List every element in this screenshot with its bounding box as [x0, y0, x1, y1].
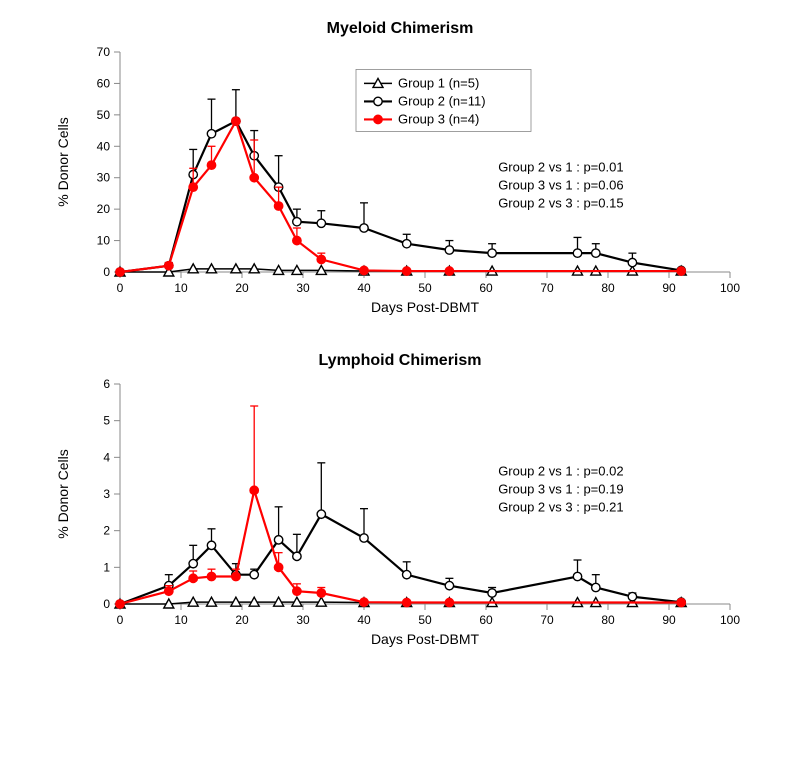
svg-text:40: 40: [357, 613, 371, 627]
svg-text:1: 1: [103, 560, 110, 574]
svg-text:30: 30: [296, 613, 310, 627]
svg-text:30: 30: [97, 171, 111, 185]
svg-text:30: 30: [296, 281, 310, 295]
svg-text:20: 20: [235, 613, 249, 627]
svg-text:70: 70: [97, 45, 111, 59]
svg-text:50: 50: [418, 281, 432, 295]
svg-text:90: 90: [662, 613, 676, 627]
chart-wrap-lymphoid: Lymphoid Chimerism0102030405060708090100…: [20, 352, 780, 654]
svg-text:60: 60: [479, 613, 493, 627]
svg-text:70: 70: [540, 613, 554, 627]
legend-item: Group 3 (n=4): [398, 111, 479, 126]
svg-text:80: 80: [601, 613, 615, 627]
chart-title: Lymphoid Chimerism: [20, 352, 780, 370]
stats-line: Group 2 vs 3 : p=0.15: [498, 195, 623, 210]
svg-text:60: 60: [479, 281, 493, 295]
stats-line: Group 3 vs 1 : p=0.06: [498, 177, 623, 192]
svg-text:70: 70: [540, 281, 554, 295]
chart-lymphoid: 0 10 20 30 40 50 60 70 80 90 100 0 1 2 3 4 5 6 Days Post-D…: [50, 374, 750, 654]
chart-wrap-myeloid: Myeloid Chimerism01020304050607080901000…: [20, 20, 780, 322]
legend-item: Group 2 (n=11): [398, 93, 486, 108]
svg-text:80: 80: [601, 281, 615, 295]
svg-text:20: 20: [235, 281, 249, 295]
y-axis-label: % Donor Cells: [55, 117, 71, 206]
svg-text:6: 6: [103, 377, 110, 391]
svg-text:90: 90: [662, 281, 676, 295]
svg-text:4: 4: [103, 450, 110, 464]
x-axis-label: Days Post-DBMT: [371, 299, 480, 315]
svg-text:40: 40: [97, 139, 111, 153]
svg-text:40: 40: [357, 281, 371, 295]
svg-text:2: 2: [103, 524, 110, 538]
chart-myeloid: 0 10 20 30 40 50 60 70 80 90 100 0 10 20 30 40 50 60 70 Day…: [50, 42, 750, 322]
svg-text:10: 10: [174, 613, 188, 627]
stats-line: Group 3 vs 1 : p=0.19: [498, 482, 623, 497]
svg-text:0: 0: [103, 265, 110, 279]
svg-text:10: 10: [97, 234, 111, 248]
stats-line: Group 2 vs 1 : p=0.02: [498, 464, 623, 479]
svg-text:10: 10: [174, 281, 188, 295]
svg-text:0: 0: [117, 281, 124, 295]
svg-text:50: 50: [97, 108, 111, 122]
stats-line: Group 2 vs 3 : p=0.21: [498, 500, 623, 515]
svg-text:50: 50: [418, 613, 432, 627]
svg-text:0: 0: [103, 597, 110, 611]
svg-text:5: 5: [103, 414, 110, 428]
svg-text:100: 100: [720, 613, 740, 627]
svg-text:100: 100: [720, 281, 740, 295]
svg-text:0: 0: [117, 613, 124, 627]
stats-line: Group 2 vs 1 : p=0.01: [498, 159, 623, 174]
y-axis-label: % Donor Cells: [55, 449, 71, 538]
svg-text:60: 60: [97, 76, 111, 90]
legend-item: Group 1 (n=5): [398, 75, 479, 90]
svg-text:3: 3: [103, 487, 110, 501]
svg-text:20: 20: [97, 202, 111, 216]
chart-title: Myeloid Chimerism: [20, 20, 780, 38]
x-axis-label: Days Post-DBMT: [371, 631, 480, 647]
